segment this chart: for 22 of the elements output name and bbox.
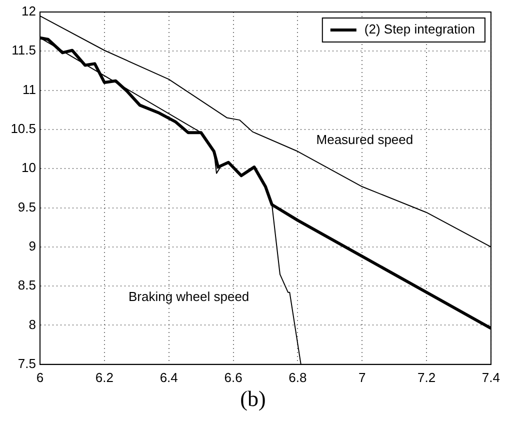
y-tick-label: 8.5	[18, 278, 36, 293]
y-tick-label: 11	[22, 82, 36, 97]
y-tick-label: 10	[22, 160, 36, 176]
y-tick-label: 9	[28, 238, 36, 254]
y-tick-label: 7.5	[18, 356, 36, 371]
annotation: Braking wheel speed	[128, 289, 250, 304]
x-tick-label: 7.2	[418, 370, 436, 385]
x-tick-label: 6.2	[95, 370, 114, 385]
x-tick-label: 6	[36, 370, 44, 385]
legend-label: (2) Step integration	[364, 22, 475, 37]
x-tick-label: 7	[358, 370, 366, 385]
x-tick-label: 7.4	[482, 370, 500, 385]
text: (b)	[239, 386, 267, 412]
y-tick-label: 9.5	[18, 199, 36, 214]
y-tick-label: 8	[28, 316, 36, 332]
y-tick-label: 10.5	[10, 121, 36, 136]
x-tick-label: 6.4	[160, 370, 178, 385]
x-tick-label: 6.8	[288, 370, 307, 385]
x-tick-label: 6.6	[224, 370, 242, 385]
y-tick-label: 11.5	[12, 42, 36, 58]
y-tick-label: 12	[22, 4, 36, 19]
annotation: Measured speed	[316, 132, 414, 148]
